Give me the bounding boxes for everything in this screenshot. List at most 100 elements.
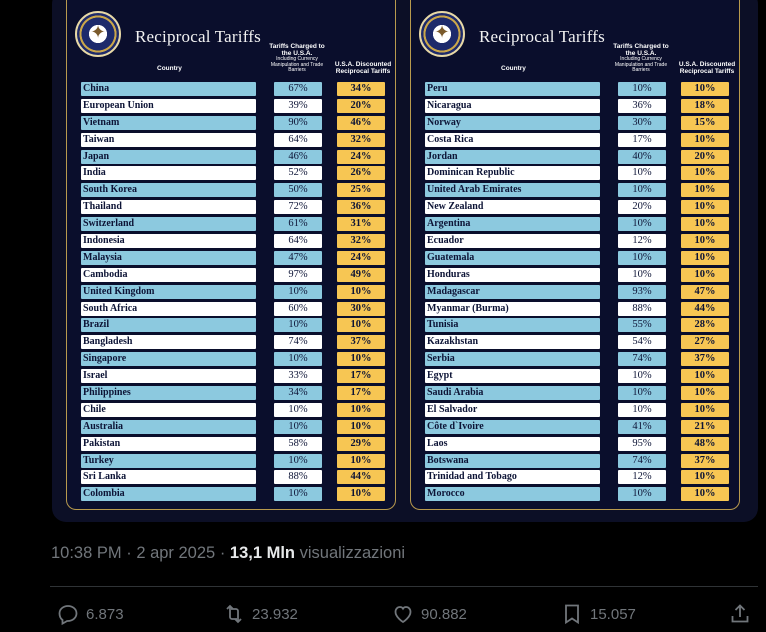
discounted-cell: 47%: [681, 284, 729, 299]
charged-cell: 39%: [274, 98, 322, 113]
charged-cell: 12%: [618, 470, 666, 485]
country-cell: Dominican Republic: [425, 166, 600, 181]
charged-cell: 60%: [274, 301, 322, 316]
repost-icon: [226, 604, 242, 624]
charged-cell: 10%: [274, 402, 322, 417]
discounted-cell: 10%: [681, 166, 729, 181]
discounted-cell: 20%: [681, 149, 729, 164]
country-cell: Laos: [425, 436, 600, 451]
tariff-panel-left: ✦ Reciprocal Tariffs Tariffs Charged to …: [66, 0, 396, 510]
country-cell: Peru: [425, 82, 600, 96]
charged-cell: 10%: [274, 318, 322, 333]
like-button[interactable]: 90.882: [391, 602, 467, 626]
discounted-cell: 10%: [337, 419, 385, 434]
column-header-country: Country: [501, 65, 526, 72]
post-time[interactable]: 10:38 PM: [51, 544, 122, 562]
discounted-cell: 10%: [681, 386, 729, 401]
charged-cell: 10%: [618, 217, 666, 232]
discounted-cell: 37%: [337, 335, 385, 350]
country-cell: Colombia: [81, 487, 256, 502]
tariff-panel-right: ✦ Reciprocal Tariffs Tariffs Charged to …: [410, 0, 740, 510]
discounted-cell: 32%: [337, 132, 385, 147]
country-cell: Bangladesh: [81, 335, 256, 350]
charged-cell: 10%: [274, 453, 322, 468]
discounted-cell: 10%: [337, 352, 385, 367]
reply-count: 6.873: [86, 605, 124, 623]
country-cell: European Union: [81, 98, 256, 113]
column-header-charged-sub: Including Currency Manipulation and Trad…: [614, 56, 668, 73]
column-header-charged: Tariffs Charged to the U.S.A. Including …: [611, 43, 671, 74]
bookmark-button[interactable]: 15.057: [560, 602, 636, 626]
views-label: visualizzazioni: [299, 544, 406, 562]
presidential-seal-icon: [75, 11, 121, 57]
tweet-media-image[interactable]: ✦ Reciprocal Tariffs Tariffs Charged to …: [52, 0, 758, 522]
reply-icon: [58, 605, 78, 626]
discounted-cell: 10%: [337, 487, 385, 502]
charged-cell: 33%: [274, 369, 322, 384]
discounted-cell: 10%: [681, 183, 729, 198]
column-header-discounted: U.S.A. Discounted Reciprocal Tariffs: [334, 61, 392, 75]
discounted-cell: 26%: [337, 166, 385, 181]
charged-cell: 10%: [618, 183, 666, 198]
discounted-cell: 10%: [337, 284, 385, 299]
share-icon: [731, 604, 749, 623]
discounted-cell: 10%: [681, 267, 729, 282]
charged-cell: 46%: [274, 149, 322, 164]
bookmark-count: 15.057: [590, 605, 636, 623]
country-cell: Argentina: [425, 217, 600, 232]
charged-cell: 10%: [274, 284, 322, 299]
charged-cell: 20%: [618, 200, 666, 215]
charged-cell: 55%: [618, 318, 666, 333]
share-button[interactable]: [728, 602, 752, 626]
country-cell: Switzerland: [81, 217, 256, 232]
discounted-cell: 10%: [681, 487, 729, 502]
heart-icon: [394, 606, 412, 624]
charged-cell: 64%: [274, 132, 322, 147]
discounted-cell: 28%: [681, 318, 729, 333]
discounted-cell: 10%: [337, 402, 385, 417]
country-cell: Singapore: [81, 352, 256, 367]
charged-cell: 74%: [274, 335, 322, 350]
discounted-cell: 10%: [681, 132, 729, 147]
post-date[interactable]: 2 apr 2025: [136, 544, 216, 562]
discounted-cell: 31%: [337, 217, 385, 232]
discounted-cell: 15%: [681, 115, 729, 130]
charged-cell: 10%: [618, 250, 666, 265]
country-cell: Madagascar: [425, 284, 600, 299]
discounted-cell: 10%: [681, 217, 729, 232]
column-header-discounted: U.S.A. Discounted Reciprocal Tariffs: [678, 61, 736, 75]
country-cell: Turkey: [81, 453, 256, 468]
country-cell: South Africa: [81, 301, 256, 316]
country-cell: Serbia: [425, 352, 600, 367]
charged-cell: 90%: [274, 115, 322, 130]
country-cell: Vietnam: [81, 115, 256, 130]
charged-cell: 52%: [274, 166, 322, 181]
country-cell: China: [81, 82, 256, 96]
discounted-cell: 30%: [337, 301, 385, 316]
charged-cell: 10%: [618, 487, 666, 502]
discounted-cell: 36%: [337, 200, 385, 215]
charged-cell: 34%: [274, 386, 322, 401]
discounted-cell: 24%: [337, 250, 385, 265]
country-cell: Jordan: [425, 149, 600, 164]
eagle-icon: ✦: [434, 22, 450, 43]
reply-button[interactable]: 6.873: [56, 602, 124, 626]
country-cell: India: [81, 166, 256, 181]
country-cell: Philippines: [81, 386, 256, 401]
country-cell: Australia: [81, 419, 256, 434]
charged-cell: 64%: [274, 234, 322, 249]
charged-cell: 36%: [618, 98, 666, 113]
country-cell: New Zealand: [425, 200, 600, 215]
discounted-cell: 10%: [681, 250, 729, 265]
charged-cell: 10%: [618, 386, 666, 401]
country-cell: Israel: [81, 369, 256, 384]
repost-button[interactable]: 23.932: [222, 602, 298, 626]
discounted-cell: 10%: [681, 369, 729, 384]
charged-cell: 58%: [274, 436, 322, 451]
country-cell: Brazil: [81, 318, 256, 333]
discounted-cell: 10%: [681, 234, 729, 249]
divider: [50, 586, 758, 587]
discounted-cell: 27%: [681, 335, 729, 350]
charged-cell: 10%: [618, 267, 666, 282]
country-cell: Côte d`Ivoire: [425, 419, 600, 434]
